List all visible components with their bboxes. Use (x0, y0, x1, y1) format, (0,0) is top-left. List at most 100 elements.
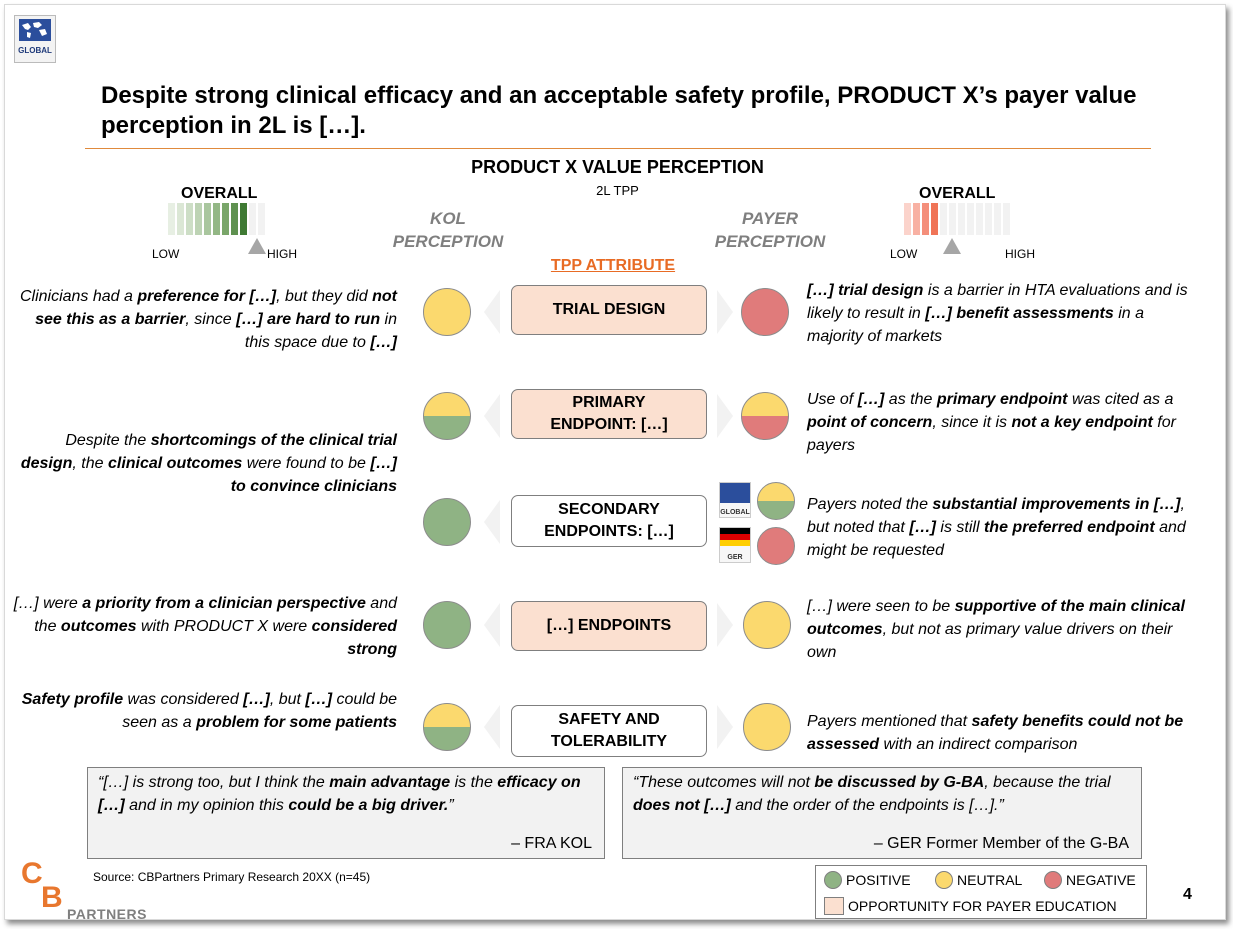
attribute-secondary-endpoints: SECONDARY ENDPOINTS: […] (511, 495, 707, 547)
text-run: “These outcomes will not (633, 774, 815, 791)
attribute-trial-design: TRIAL DESIGN (511, 285, 707, 335)
text-run: , the (72, 455, 108, 472)
center-subtitle: 2L TPP (596, 183, 639, 198)
payer-text-trial-design: […] trial design is a barrier in HTA eva… (807, 279, 1202, 348)
quote-attribution: – GER Former Member of the G-BA (873, 835, 1129, 852)
payer-low-label: LOW (890, 247, 918, 261)
payer-high-label: HIGH (1005, 247, 1035, 261)
text-run: ” (448, 797, 454, 814)
text-run: and in my opinion this (124, 797, 289, 814)
payer-text-secondary-endpoints: Payers noted the substantial improvement… (807, 493, 1202, 562)
text-run: […] (857, 391, 885, 408)
payer-overall-scale (904, 203, 1010, 235)
attribute-label: TRIAL DESIGN (552, 301, 666, 318)
source-note: Source: CBPartners Primary Research 20XX… (93, 870, 371, 884)
text-run: and the (34, 595, 397, 635)
chevron-right-icon (717, 394, 733, 438)
kol-level-marker (248, 238, 266, 254)
kol-rating-neutral-icon (423, 288, 471, 336)
payer-level-marker (943, 238, 961, 254)
kol-rating-positive-icon (423, 601, 471, 649)
kol-perception-line-2: PERCEPTION (392, 232, 504, 251)
title-divider (85, 148, 1151, 149)
text-run: and might be requested (807, 519, 1186, 559)
legend-opportunity: OPPORTUNITY FOR PAYER EDUCATION (824, 897, 1117, 915)
text-run: Payers noted the (807, 496, 933, 513)
text-run: […] were seen to be (807, 598, 955, 615)
text-run: […] benefit assessments (925, 305, 1114, 322)
text-run: be discussed by G-BA (814, 774, 985, 791)
global-logo: GLOBAL (14, 15, 56, 63)
text-run: could be a big driver. (288, 797, 449, 814)
flag-label: GER (727, 554, 743, 561)
text-run: […] (909, 519, 936, 536)
text-run: in this space due to (244, 311, 397, 351)
global-flag-icon: GLOBAL (719, 482, 751, 518)
attribute-label: ENDPOINT: […] (550, 416, 668, 433)
text-run: not see this as a barrier (35, 288, 397, 328)
attribute-label: SAFETY AND (558, 711, 660, 728)
world-map-icon (19, 19, 51, 41)
text-run: problem for some patients (196, 714, 397, 731)
text-run: in a majority of markets (807, 305, 1145, 345)
text-run: with PRODUCT X were (136, 618, 312, 635)
chevron-right-icon (717, 603, 733, 647)
text-run: as the (884, 391, 937, 408)
kol-low-label: LOW (152, 247, 180, 261)
text-run: not a key endpoint (1011, 414, 1153, 431)
attribute-label: ENDPOINTS: […] (544, 523, 674, 540)
text-run: outcomes (60, 618, 137, 635)
text-run: is a barrier in HTA evaluations and is l… (807, 282, 1188, 322)
text-run: considered strong (311, 618, 397, 658)
payer-perception-line-2: PERCEPTION (714, 232, 826, 251)
text-run: the preferred endpoint (983, 519, 1155, 536)
kol-perception-line-1: KOL (430, 209, 466, 228)
text-run: , but (269, 691, 306, 708)
text-run: primary endpoint (936, 391, 1068, 408)
quote-ger-gba: “These outcomes will not be discussed by… (622, 767, 1142, 859)
text-run: with an indirect comparison (879, 736, 1078, 753)
text-run: […] (305, 691, 333, 708)
chevron-right-icon (717, 705, 733, 749)
kol-text-endpoints: Despite the shortcomings of the clinical… (7, 429, 397, 498)
payer-overall-label: OVERALL (919, 185, 996, 202)
attribute-label: […] ENDPOINTS (546, 617, 672, 634)
legend-label: NEUTRAL (957, 872, 1023, 888)
text-run: substantial improvements in […] (932, 496, 1181, 513)
payer-perception-heading: PAYER PERCEPTION (707, 207, 833, 253)
text-run: efficacy on […] (98, 774, 581, 814)
positive-dot-icon (824, 871, 842, 889)
text-run: […] (370, 334, 397, 351)
kol-overall-scale (168, 203, 265, 235)
attribute-primary-endpoint: PRIMARY ENDPOINT: […] (511, 389, 707, 439)
payer-text-other-endpoints: […] were seen to be supportive of the ma… (807, 595, 1202, 664)
flag-label: GLOBAL (720, 509, 750, 516)
text-run: does not […] (633, 797, 731, 814)
text-run: Safety profile (21, 691, 124, 708)
text-run: […] are hard to run (236, 311, 381, 328)
payer-ger-rating-negative-icon (757, 527, 795, 565)
text-run: clinical outcomes (107, 455, 243, 472)
text-run: […] trial design (807, 282, 924, 299)
text-run: […] were (13, 595, 83, 612)
text-run: , because the trial (984, 774, 1111, 791)
text-run: and the order of the endpoints is […].” (730, 797, 1004, 814)
text-run: Payers mentioned that (807, 713, 972, 730)
payer-text-safety: Payers mentioned that safety benefits co… (807, 710, 1202, 756)
cbpartners-logo-text: PARTNERS (67, 906, 147, 922)
opportunity-square-icon (824, 897, 844, 915)
chevron-left-icon (484, 394, 500, 438)
center-title: PRODUCT X VALUE PERCEPTION (471, 157, 764, 177)
text-run: […] (243, 691, 270, 708)
legend-neutral: NEUTRAL (935, 871, 1022, 889)
attribute-other-endpoints: […] ENDPOINTS (511, 601, 707, 651)
quote-attribution: – FRA KOL (511, 835, 592, 852)
kol-overall-label: OVERALL (181, 185, 258, 202)
kol-text-other-endpoints: […] were a priority from a clinician per… (7, 592, 397, 661)
attribute-label: SECONDARY (558, 501, 660, 518)
text-run: is still (935, 519, 984, 536)
slide: GLOBAL Despite strong clinical efficacy … (4, 4, 1226, 922)
chevron-right-icon (717, 290, 733, 334)
negative-dot-icon (1044, 871, 1062, 889)
attribute-safety-tolerability: SAFETY AND TOLERABILITY (511, 705, 707, 757)
